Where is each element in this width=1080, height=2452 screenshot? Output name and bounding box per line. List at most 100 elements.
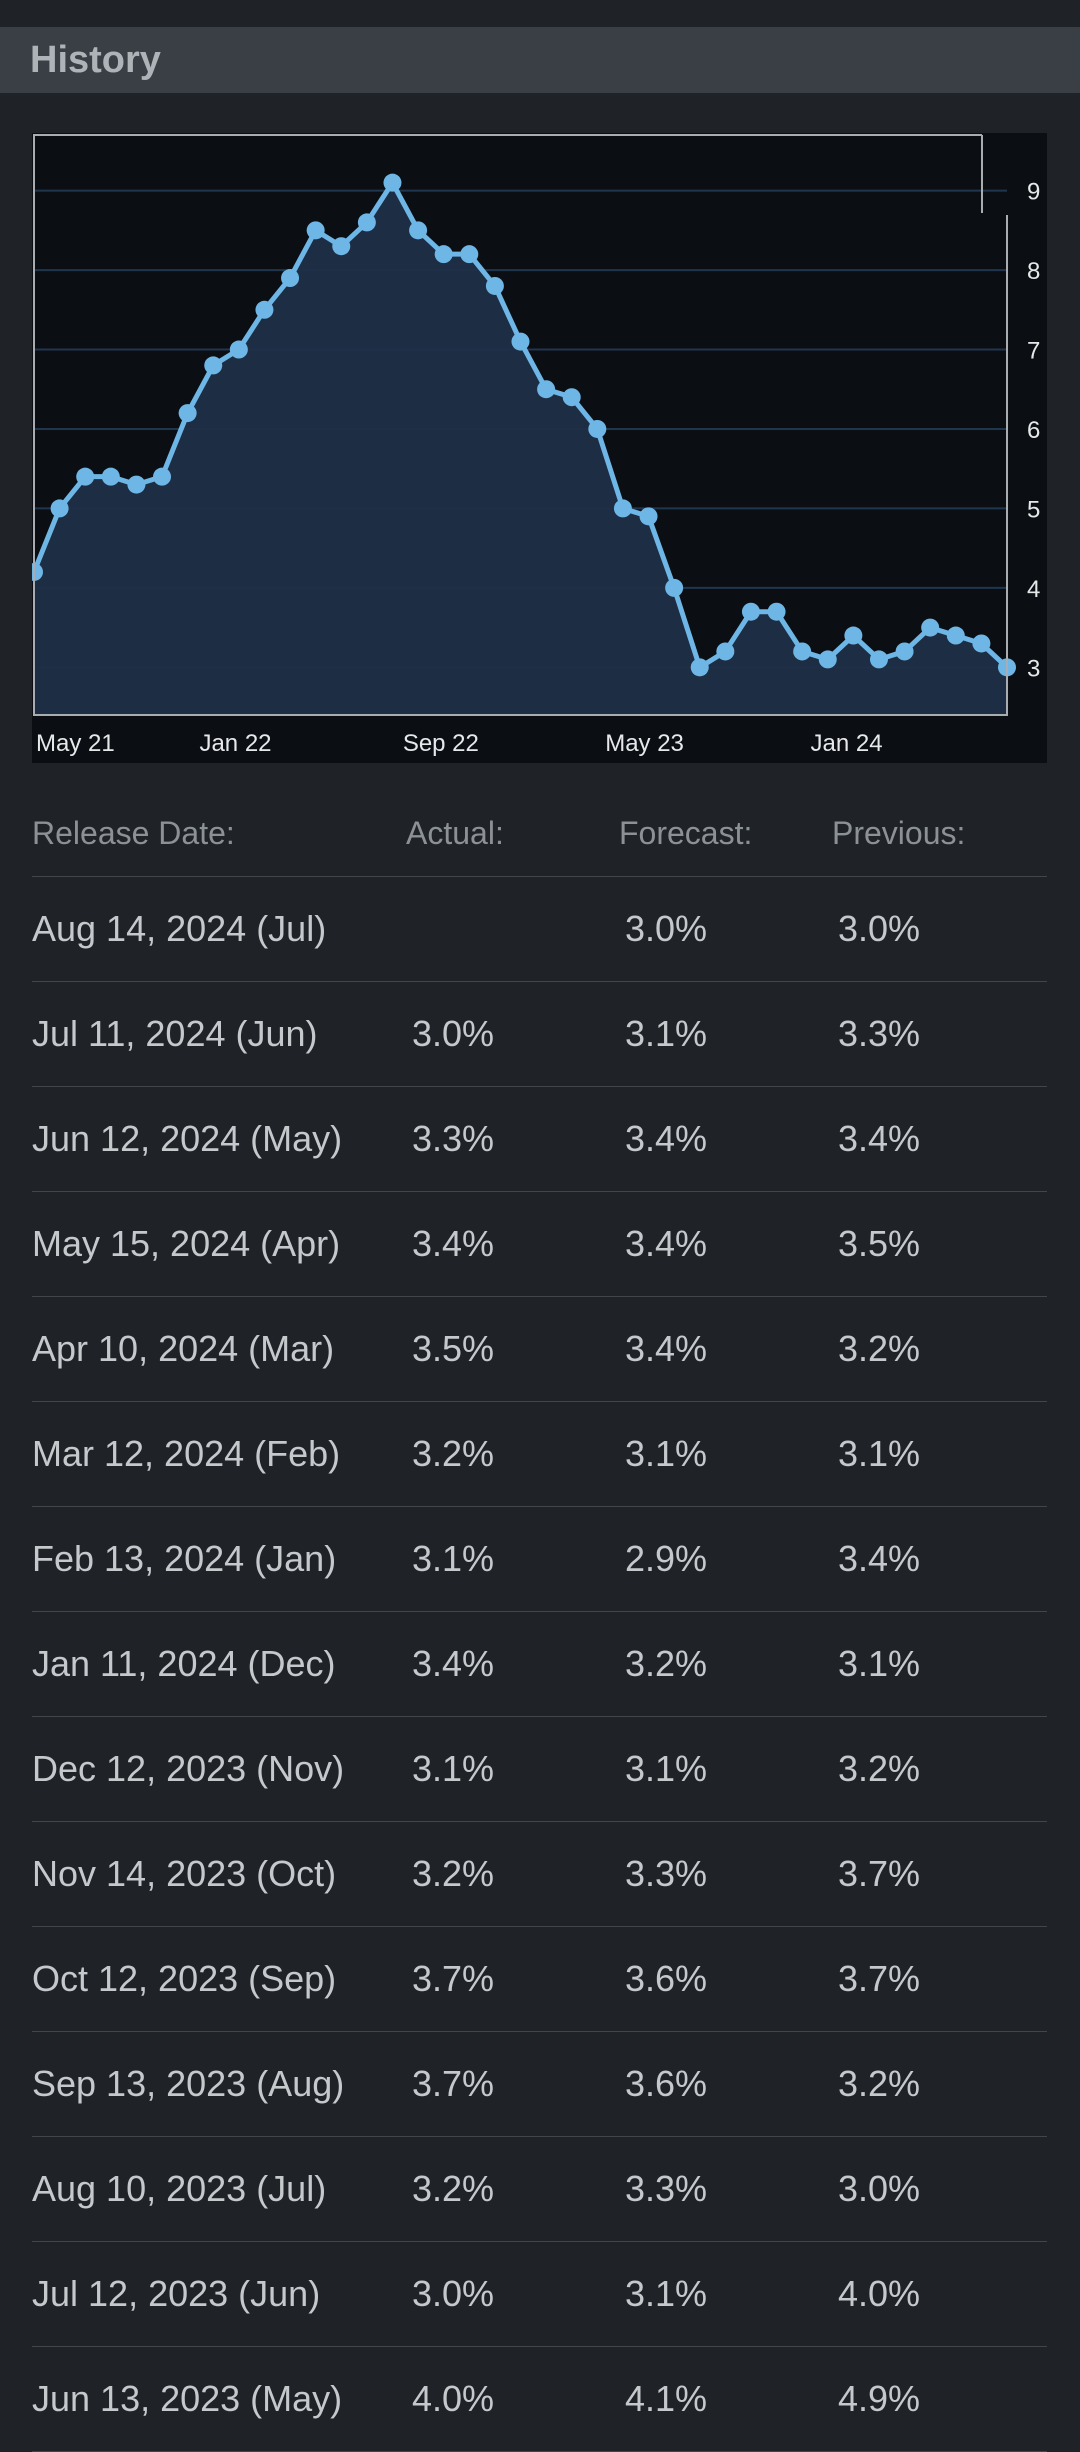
table-row[interactable]: Jul 11, 2024 (Jun) 3.0% 3.1% 3.3% <box>32 982 1047 1087</box>
header-previous: Previous: <box>832 814 966 851</box>
actual-cell: 3.4% <box>412 1223 495 1264</box>
x-tick-label: May 23 <box>605 730 684 757</box>
data-point <box>229 340 248 359</box>
data-point <box>178 404 197 423</box>
forecast-cell: 3.6% <box>625 2063 708 2104</box>
actual-cell: 3.7% <box>412 1958 495 1999</box>
release-date-cell: Mar 12, 2024 (Feb) <box>32 1433 341 1474</box>
table-body: Aug 14, 2024 (Jul) 3.0% 3.0% Jul 11, 2024 (… <box>32 877 1047 2452</box>
header-release-date: Release Date: <box>32 814 235 851</box>
release-date-cell: Jun 13, 2023 (May) <box>32 2378 343 2419</box>
actual-cell: 3.0% <box>412 1013 495 1054</box>
actual-cell: 3.3% <box>412 1118 495 1159</box>
table-row[interactable]: Apr 10, 2024 (Mar) 3.5% 3.4% 3.2% <box>32 1297 1047 1402</box>
y-tick-label: 5 <box>1027 496 1040 523</box>
forecast-cell: 3.4% <box>625 1328 708 1369</box>
forecast-cell: 3.4% <box>625 1118 708 1159</box>
forecast-cell: 3.1% <box>625 2273 708 2314</box>
table-row[interactable]: Nov 14, 2023 (Oct) 3.2% 3.3% 3.7% <box>32 1822 1047 1927</box>
actual-cell: 4.0% <box>412 2378 495 2419</box>
history-table: Release Date: Actual: Forecast: Previous… <box>32 790 1047 2452</box>
release-date-cell: Oct 12, 2023 (Sep) <box>32 1958 337 1999</box>
previous-cell: 3.2% <box>838 2063 921 2104</box>
forecast-cell: 3.0% <box>625 908 708 949</box>
release-date-cell: Feb 13, 2024 (Jan) <box>32 1538 337 1579</box>
table-header: Release Date: Actual: Forecast: Previous… <box>32 790 1047 877</box>
release-date-cell: May 15, 2024 (Apr) <box>32 1223 341 1264</box>
y-tick-label: 8 <box>1027 258 1040 285</box>
table-row[interactable]: Jun 12, 2024 (May) 3.3% 3.4% 3.4% <box>32 1087 1047 1192</box>
data-point <box>255 300 274 319</box>
table-row[interactable]: May 15, 2024 (Apr) 3.4% 3.4% 3.5% <box>32 1192 1047 1297</box>
data-point <box>716 642 735 661</box>
section-header: History <box>0 27 1080 93</box>
previous-cell: 3.2% <box>838 1748 921 1789</box>
data-point <box>690 658 709 677</box>
data-point <box>946 626 965 645</box>
actual-cell: 3.5% <box>412 1328 495 1369</box>
table-row[interactable]: Dec 12, 2023 (Nov) 3.1% 3.1% 3.2% <box>32 1717 1047 1822</box>
table-row[interactable]: Feb 13, 2024 (Jan) 3.1% 2.9% 3.4% <box>32 1507 1047 1612</box>
table-row[interactable]: Mar 12, 2024 (Feb) 3.2% 3.1% 3.1% <box>32 1402 1047 1507</box>
previous-cell: 3.7% <box>838 1853 921 1894</box>
previous-cell: 3.7% <box>838 1958 921 1999</box>
previous-cell: 3.1% <box>838 1643 921 1684</box>
forecast-cell: 2.9% <box>625 1538 708 1579</box>
release-date-cell: Dec 12, 2023 (Nov) <box>32 1748 345 1789</box>
actual-cell: 3.1% <box>412 1538 495 1579</box>
x-tick-label: Jan 22 <box>199 730 271 757</box>
previous-cell: 3.0% <box>838 908 921 949</box>
data-point <box>895 642 914 661</box>
data-point <box>972 634 991 653</box>
data-point <box>613 499 632 518</box>
header-forecast: Forecast: <box>619 814 753 851</box>
data-point <box>844 626 863 645</box>
table-row[interactable]: Jan 11, 2024 (Dec) 3.4% 3.2% 3.1% <box>32 1612 1047 1717</box>
x-tick-label: Sep 22 <box>403 730 479 757</box>
table-row[interactable]: Aug 10, 2023 (Jul) 3.2% 3.3% 3.0% <box>32 2137 1047 2242</box>
table-row[interactable]: Sep 13, 2023 (Aug) 3.7% 3.6% 3.2% <box>32 2032 1047 2137</box>
actual-cell: 3.2% <box>412 1853 495 1894</box>
previous-cell: 3.2% <box>838 1328 921 1369</box>
data-point <box>869 650 888 669</box>
table-row[interactable]: Jun 13, 2023 (May) 4.0% 4.1% 4.9% <box>32 2347 1047 2452</box>
data-point <box>511 332 530 351</box>
actual-cell: 3.4% <box>412 1643 495 1684</box>
table-row[interactable]: Jul 12, 2023 (Jun) 3.0% 3.1% 4.0% <box>32 2242 1047 2347</box>
data-point <box>921 618 940 637</box>
actual-cell: 3.1% <box>412 1748 495 1789</box>
table-row[interactable]: Oct 12, 2023 (Sep) 3.7% 3.6% 3.7% <box>32 1927 1047 2032</box>
data-point <box>665 578 684 597</box>
data-point <box>383 173 402 192</box>
forecast-cell: 3.3% <box>625 2168 708 2209</box>
data-point <box>767 602 786 621</box>
release-date-cell: Jul 11, 2024 (Jun) <box>32 1013 318 1054</box>
plot-frame <box>33 134 1008 716</box>
data-point <box>588 419 607 438</box>
table-row[interactable]: Aug 14, 2024 (Jul) 3.0% 3.0% <box>32 877 1047 982</box>
data-point <box>434 245 453 264</box>
data-point <box>332 237 351 256</box>
data-point <box>818 650 837 669</box>
previous-cell: 3.1% <box>838 1433 921 1474</box>
data-point <box>153 467 172 486</box>
forecast-cell: 3.1% <box>625 1748 708 1789</box>
release-date-cell: Apr 10, 2024 (Mar) <box>32 1328 335 1369</box>
forecast-cell: 3.4% <box>625 1223 708 1264</box>
previous-cell: 3.5% <box>838 1223 921 1264</box>
forecast-cell: 3.2% <box>625 1643 708 1684</box>
data-point <box>460 245 479 264</box>
release-date-cell: Nov 14, 2023 (Oct) <box>32 1853 337 1894</box>
history-chart[interactable]: 3 4 5 6 7 8 9 May 21 Jan 22 Sep 22 May 23 Jan 24 <box>32 133 1047 763</box>
release-date-cell: Jul 12, 2023 (Jun) <box>32 2273 321 2314</box>
forecast-cell: 4.1% <box>625 2378 708 2419</box>
data-point <box>357 213 376 232</box>
y-tick-label: 7 <box>1027 338 1040 365</box>
actual-cell: 3.7% <box>412 2063 495 2104</box>
actual-cell: 3.0% <box>412 2273 495 2314</box>
data-point <box>793 642 812 661</box>
forecast-cell: 3.1% <box>625 1013 708 1054</box>
data-point <box>639 507 658 526</box>
previous-cell: 3.4% <box>838 1538 921 1579</box>
series-area <box>34 182 1007 715</box>
